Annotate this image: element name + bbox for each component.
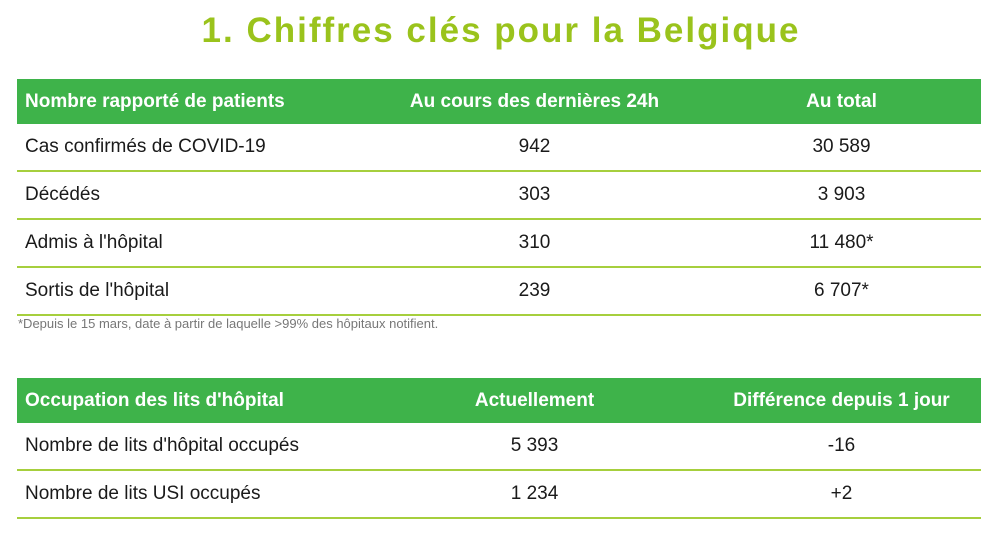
table-row: Nombre de lits d'hôpital occupés 5 393 -… <box>17 423 981 471</box>
table-header-row: Nombre rapporté de patients Au cours des… <box>17 79 981 124</box>
value-total: 6 707* <box>702 267 981 316</box>
row-label: Nombre de lits USI occupés <box>17 470 367 519</box>
value-last-24h: 239 <box>367 267 702 316</box>
value-last-24h: 942 <box>367 124 702 172</box>
patients-table: Nombre rapporté de patients Au cours des… <box>17 79 981 316</box>
table-header-row: Occupation des lits d'hôpital Actuelleme… <box>17 378 981 423</box>
footnote: *Depuis le 15 mars, date à partir de laq… <box>18 316 439 331</box>
row-label: Sortis de l'hôpital <box>17 267 367 316</box>
value-current: 1 234 <box>367 470 702 519</box>
value-total: 3 903 <box>702 171 981 220</box>
value-current: 5 393 <box>367 423 702 471</box>
row-label: Nombre de lits d'hôpital occupés <box>17 423 367 471</box>
table-row: Sortis de l'hôpital 239 6 707* <box>17 267 981 316</box>
row-label: Admis à l'hôpital <box>17 219 367 268</box>
value-total: 30 589 <box>702 124 981 172</box>
row-label: Cas confirmés de COVID-19 <box>17 124 367 172</box>
value-last-24h: 303 <box>367 171 702 220</box>
hospital-beds-table: Occupation des lits d'hôpital Actuelleme… <box>17 378 981 519</box>
column-header-current: Actuellement <box>367 378 702 423</box>
value-last-24h: 310 <box>367 219 702 268</box>
column-header-bed-occupancy: Occupation des lits d'hôpital <box>17 378 367 423</box>
row-label: Décédés <box>17 171 367 220</box>
page-title: 1. Chiffres clés pour la Belgique <box>201 11 801 50</box>
table-row: Décédés 303 3 903 <box>17 171 981 220</box>
column-header-total: Au total <box>702 79 981 124</box>
table-row: Nombre de lits USI occupés 1 234 +2 <box>17 470 981 519</box>
value-difference: -16 <box>702 423 981 471</box>
value-total: 11 480* <box>702 219 981 268</box>
column-header-patients: Nombre rapporté de patients <box>17 79 367 124</box>
value-difference: +2 <box>702 470 981 519</box>
table-row: Admis à l'hôpital 310 11 480* <box>17 219 981 268</box>
column-header-last-24h: Au cours des dernières 24h <box>367 79 702 124</box>
column-header-difference: Différence depuis 1 jour <box>702 378 981 423</box>
table-row: Cas confirmés de COVID-19 942 30 589 <box>17 124 981 172</box>
